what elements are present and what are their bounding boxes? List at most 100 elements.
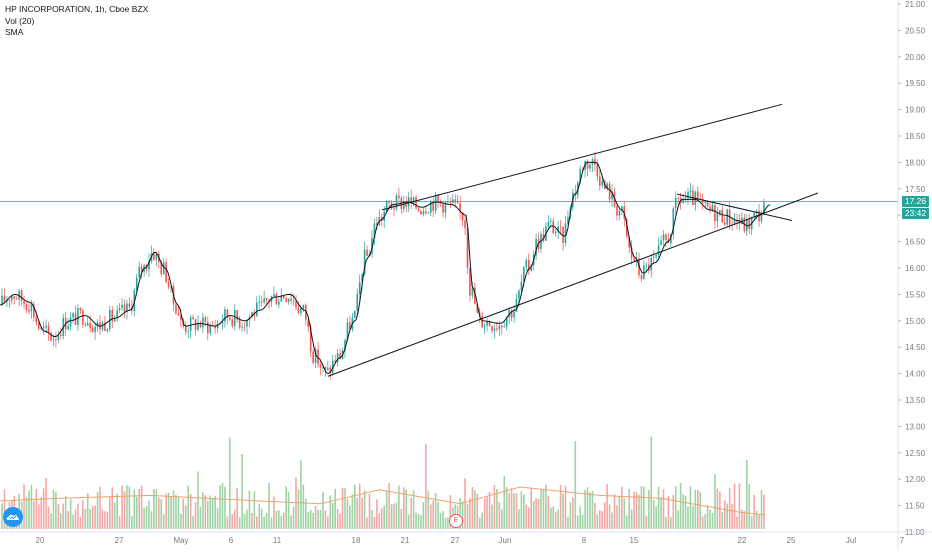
candle-body <box>363 249 366 275</box>
candle-body <box>309 326 312 352</box>
candle-body <box>437 194 439 201</box>
volume-bar <box>106 511 109 529</box>
volume-bar <box>510 488 513 529</box>
legend-sma[interactable]: SMA <box>5 27 24 37</box>
volume-bar <box>469 498 471 529</box>
candle-body <box>559 226 562 228</box>
candle-body <box>660 240 662 246</box>
candle-body <box>371 238 373 254</box>
candle-body <box>420 210 422 215</box>
volume-bar <box>714 474 716 529</box>
volume-bar <box>145 506 148 529</box>
candle-body <box>35 317 38 323</box>
candle-body <box>493 328 496 331</box>
candle-body <box>285 298 287 302</box>
candle-body <box>741 217 743 224</box>
candle-body <box>273 294 275 297</box>
volume-bar <box>209 495 212 529</box>
volume-bar <box>398 485 400 529</box>
volume-bar <box>520 491 523 529</box>
time-tick-label: Jun <box>499 536 512 545</box>
volume-bar <box>461 501 464 529</box>
candle-body <box>84 324 87 326</box>
candle-body <box>628 236 630 248</box>
candle-body <box>581 169 584 171</box>
volume-bar <box>72 514 74 529</box>
volume-bar <box>505 487 508 529</box>
volume-bar <box>417 513 420 529</box>
earnings-event-badge[interactable]: E <box>449 514 463 528</box>
volume-bar <box>478 517 481 529</box>
volume-bar <box>643 486 645 529</box>
volume-bar <box>307 512 310 529</box>
candle-body <box>344 340 346 351</box>
candle-body <box>596 164 599 177</box>
time-axis[interactable]: 20 27 May 6 11 18 21 27 Jun 8 15 22 25 Jul 7 <box>0 531 932 545</box>
candle-body <box>236 310 238 320</box>
volume-bar <box>285 486 287 529</box>
candle-body <box>331 360 334 373</box>
candle-body <box>336 353 339 363</box>
candle-body <box>1 295 3 305</box>
candle-body <box>476 304 479 313</box>
price-scale[interactable]: 21.00 20.50 20.00 19.50 19.00 18.50 18.00 17.50… <box>897 0 926 550</box>
candle-body <box>711 204 714 210</box>
volume-bar <box>131 516 133 529</box>
volume-bar <box>253 491 256 529</box>
candle-body <box>510 310 513 318</box>
candle-body <box>265 298 268 301</box>
volume-bar <box>265 512 268 529</box>
volume-bar <box>47 506 50 529</box>
candle-body <box>25 304 28 310</box>
volume-bar <box>564 485 567 529</box>
candle-body <box>444 202 447 213</box>
volume-bar <box>709 509 711 529</box>
candle-body <box>18 290 20 300</box>
volume-bar <box>679 482 682 529</box>
legend-symbol[interactable]: HP INCORPORATION, 1h, Cboe BZX <box>5 4 149 14</box>
candle-body <box>20 290 23 302</box>
candle-body <box>599 176 601 186</box>
volume-bar <box>755 510 758 529</box>
volume-bar <box>96 492 99 529</box>
price-tick-label: 14.50 <box>905 343 926 352</box>
candle-body <box>219 323 221 325</box>
volume-bar <box>415 512 417 529</box>
tradingview-cloud-icon[interactable] <box>3 507 23 527</box>
candle-body <box>361 274 363 283</box>
candle-body <box>689 190 692 192</box>
candle-body <box>314 349 317 363</box>
time-tick-label: 7 <box>900 536 905 545</box>
volume-bar <box>579 506 581 529</box>
volume-bar <box>554 511 557 529</box>
volume-bar <box>550 507 552 529</box>
volume-bar <box>187 485 189 529</box>
current-price-tag: 17.26 <box>902 196 929 207</box>
volume-bar <box>138 488 140 529</box>
candle-body <box>327 367 329 370</box>
volume-bar <box>736 516 738 529</box>
volume-bar <box>425 443 427 529</box>
candle-body <box>699 198 702 200</box>
price-tick-label: 18.50 <box>905 132 926 141</box>
candle-body <box>594 159 596 165</box>
candle-body <box>523 267 525 282</box>
volume-bar <box>753 494 755 529</box>
legend-volume[interactable]: Vol (20) <box>5 15 35 26</box>
candle-body <box>187 331 189 332</box>
candle-body <box>305 304 307 320</box>
volume-bar <box>77 503 79 529</box>
candle-body <box>456 202 459 204</box>
volume-bar <box>356 497 359 529</box>
candle-body <box>452 199 454 203</box>
candle-body <box>33 304 35 318</box>
volume-bar <box>214 496 216 529</box>
volume-bar <box>64 496 67 529</box>
candle-body <box>339 353 341 359</box>
candle-body <box>674 197 677 209</box>
price-tick-label: 16.00 <box>905 264 926 273</box>
volume-bar <box>486 496 488 529</box>
candle-body <box>701 198 704 203</box>
